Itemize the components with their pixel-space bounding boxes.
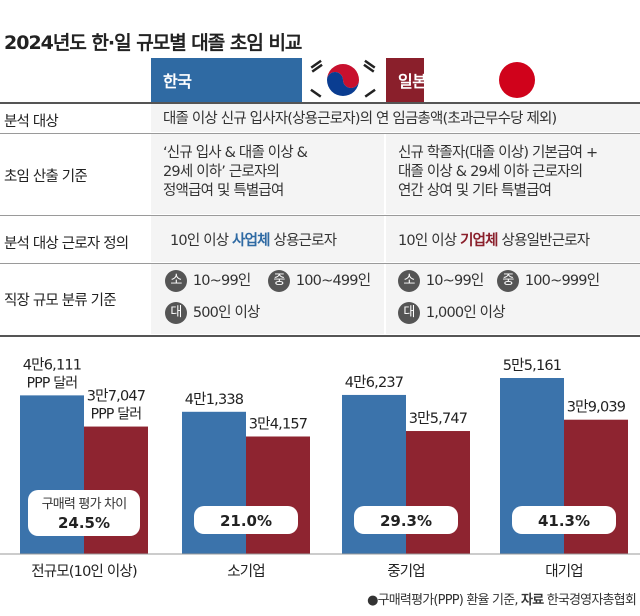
korea-small-range: 10~99인	[192, 273, 251, 289]
row3-label: 분석 대상 근로자 정의	[4, 236, 129, 252]
row4-japan-medium: 중 100~999인	[497, 270, 600, 292]
gap-value: 41.3%	[538, 512, 590, 530]
row3-japan-pre: 10인 이상	[398, 233, 461, 249]
row3-korea-pre: 10인 이상	[170, 233, 233, 249]
row2-japan-line: 연간 상여 및 기타 특별급여	[398, 183, 552, 199]
row4-korea-small: 소 10~99인	[165, 270, 251, 292]
row4-korea-medium: 중 100~499인	[268, 270, 371, 292]
category-label: 소기업	[227, 563, 265, 580]
category-label: 중기업	[387, 563, 425, 580]
category-label: 전규모(10인 이상)	[31, 563, 137, 580]
row2-japan-cell: 신규 학졸자(대졸 이상) 기본급여 + 대졸 이상 & 29세 이하 근로자의…	[398, 144, 598, 201]
row1-label: 분석 대상	[4, 114, 59, 130]
korea-value-label: 5만5,161	[503, 357, 561, 374]
gap-value: 24.5%	[58, 514, 110, 532]
small-badge: 소	[398, 270, 420, 292]
large-badge: 대	[398, 302, 420, 324]
korea-flag-icon	[302, 58, 384, 102]
row3-korea-cell: 10인 이상 사업체 상용근로자	[170, 232, 338, 251]
row3-separator	[0, 263, 640, 264]
row4-japan-large: 대 1,000인 이상	[398, 302, 506, 324]
category-label: 대기업	[545, 563, 583, 580]
footnote-source: 한국경영자총협회	[543, 593, 636, 608]
gap-box	[194, 506, 298, 534]
japan-bar	[406, 431, 470, 554]
row3-korea-bg	[151, 216, 384, 262]
japan-value-label: 3만9,039	[567, 399, 626, 416]
row4-korea-large: 대 500인 이상	[165, 302, 260, 324]
gap-box	[354, 506, 458, 534]
japan-medium-range: 100~999인	[524, 273, 600, 289]
footnote-basis: ●구매력평가(PPP) 환율 기준,	[367, 593, 521, 608]
row2-korea-line: ‘신규 입사 & 대졸 이상 &	[163, 145, 308, 161]
medium-badge: 중	[268, 270, 290, 292]
small-badge: 소	[165, 270, 187, 292]
row3-japan-highlight: 기업체	[460, 233, 498, 249]
row3-korea-post: 상용근로자	[269, 233, 338, 249]
korea-value-label: 4만6,111	[23, 356, 81, 373]
row3-japan-bg	[386, 216, 640, 262]
row3-japan-post: 상용일반근로자	[497, 233, 591, 249]
row2-korea-line: 정액급여 및 특별급여	[163, 183, 284, 199]
korea-header-label: 한국	[163, 72, 192, 91]
row1-merged-cell: 대졸 이상 신규 입사자(상용근로자)의 연 임금총액(초과근무수당 제외)	[163, 111, 557, 127]
japan-small-range: 10~99인	[425, 273, 484, 289]
japan-header-label: 일본	[398, 72, 427, 91]
japan-flag-icon	[424, 58, 640, 102]
header-separator	[0, 102, 640, 104]
row3-korea-highlight: 사업체	[232, 233, 270, 249]
korea-value-label: 4만1,338	[185, 391, 244, 408]
row2-korea-bg	[151, 134, 384, 214]
korea-value-label: 4만6,237	[345, 374, 403, 391]
korea-unit-label: PPP 달러	[27, 375, 78, 391]
row2-japan-bg	[386, 134, 640, 214]
row2-korea-cell: ‘신규 입사 & 대졸 이상 & 29세 이하’ 근로자의 정액급여 및 특별급…	[163, 144, 308, 201]
row2-japan-line: 신규 학졸자(대졸 이상) 기본급여 +	[398, 145, 598, 161]
row2-korea-line: 29세 이하’ 근로자의	[163, 164, 280, 180]
japan-value-label: 3만7,047	[87, 388, 145, 405]
row2-japan-line: 대졸 이상 & 29세 이하 근로자의	[398, 164, 583, 180]
korea-large-range: 500인 이상	[192, 305, 261, 321]
page-title: 2024년도 한·일 규모별 대졸 초임 비교	[4, 32, 302, 54]
korea-header: 한국	[151, 58, 384, 102]
japan-value-label: 3만5,747	[409, 410, 467, 427]
japan-large-range: 1,000인 이상	[425, 305, 506, 321]
japan-header: 일본	[386, 58, 640, 102]
row1-separator	[0, 133, 640, 134]
table-bottom-separator	[0, 335, 640, 337]
row4-japan-small: 소 10~99인	[398, 270, 484, 292]
gap-value: 29.3%	[380, 512, 432, 530]
gap-box	[28, 490, 140, 536]
medium-badge: 중	[497, 270, 519, 292]
korea-medium-range: 100~499인	[295, 273, 371, 289]
gap-value: 21.0%	[220, 512, 272, 530]
large-badge: 대	[165, 302, 187, 324]
japan-value-label: 3만4,157	[249, 415, 307, 432]
row4-label: 직장 규모 분류 기준	[4, 293, 117, 309]
japan-bar	[246, 436, 310, 554]
row2-label: 초임 산출 기준	[4, 169, 88, 185]
row3-japan-cell: 10인 이상 기업체 상용일반근로자	[398, 232, 591, 251]
japan-unit-label: PPP 달러	[91, 407, 142, 423]
row2-separator	[0, 215, 640, 216]
gap-box	[512, 506, 616, 534]
row4-korea-bg	[151, 264, 384, 334]
footnote: ●구매력평가(PPP) 환율 기준, 자료 한국경영자총협회	[367, 593, 636, 608]
gap-title: 구매력 평가 차이	[42, 497, 127, 512]
row1-bg	[151, 104, 640, 132]
footnote-source-label: 자료	[521, 593, 544, 608]
